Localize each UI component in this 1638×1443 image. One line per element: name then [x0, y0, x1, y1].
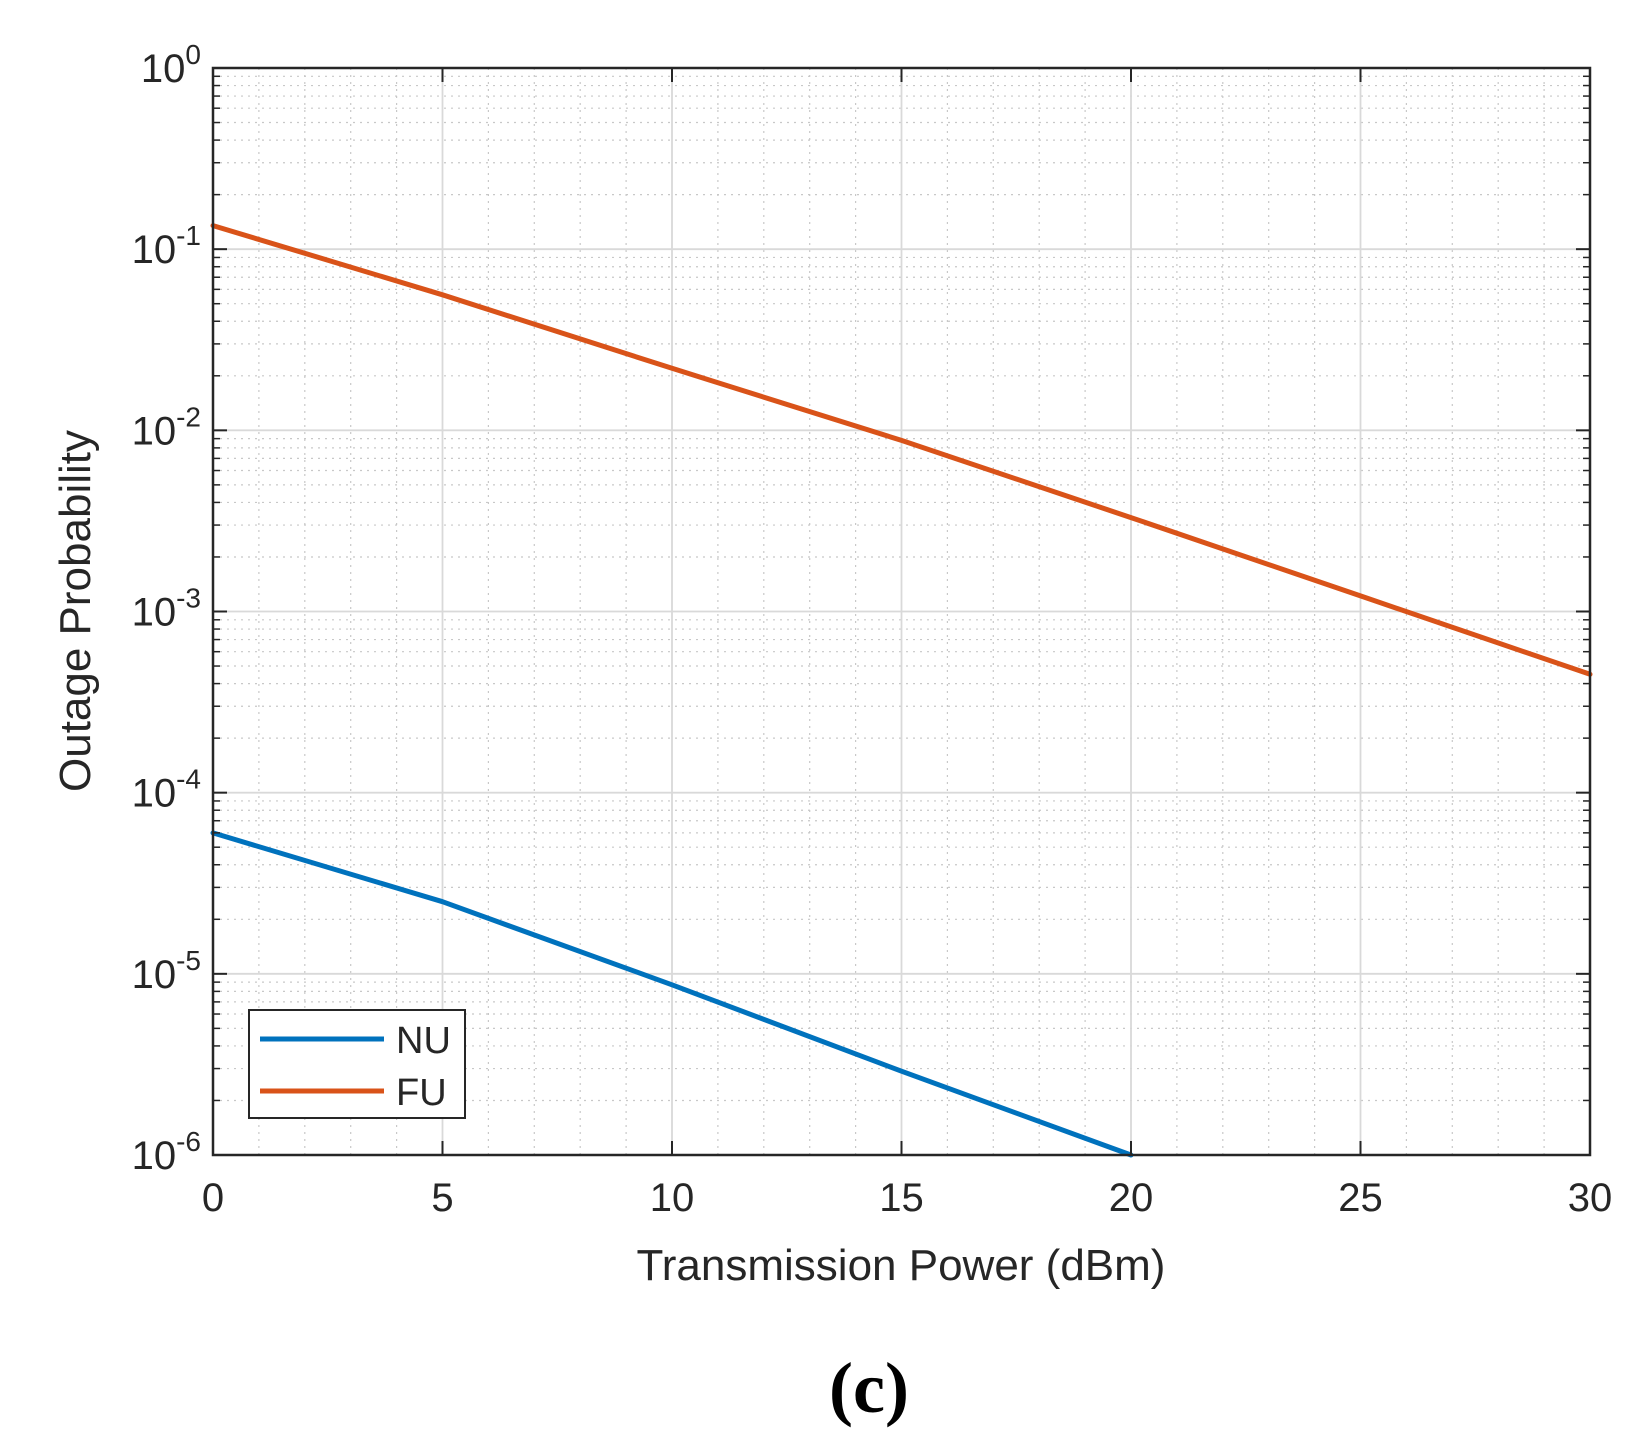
x-tick-label: 5 — [431, 1176, 453, 1220]
x-tick-label: 15 — [879, 1176, 924, 1220]
legend-box — [248, 1009, 466, 1119]
x-tick-label: 20 — [1109, 1176, 1154, 1220]
legend: NU FU — [248, 1009, 466, 1119]
x-tick-labels: 0 5 10 15 20 25 30 — [202, 1176, 1612, 1220]
legend-label-nu: NU — [396, 1020, 451, 1062]
y-tick-label: 100 — [141, 39, 201, 91]
x-axis-title: Transmission Power (dBm) — [637, 1241, 1166, 1290]
y-tick-label: 10-6 — [132, 1126, 201, 1178]
x-tick-label: 10 — [650, 1176, 695, 1220]
series-line-nu — [210, 830, 1134, 1158]
legend-label-fu: FU — [396, 1072, 447, 1114]
y-tick-label: 10-2 — [132, 401, 201, 453]
y-tick-label: 10-3 — [132, 583, 201, 635]
y-tick-labels: 100 10-1 10-2 10-3 10-4 10-5 10-6 — [132, 39, 201, 1178]
y-tick-label: 10-1 — [132, 220, 201, 272]
x-tick-label: 25 — [1338, 1176, 1383, 1220]
series-lines — [210, 223, 1593, 1158]
x-tick-label: 0 — [202, 1176, 224, 1220]
x-tick-label: 30 — [1568, 1176, 1613, 1220]
y-tick-label: 10-5 — [132, 945, 201, 997]
y-tick-label: 10-4 — [132, 764, 201, 816]
figure-caption: (c) — [829, 1348, 909, 1428]
series-line-fu — [210, 223, 1593, 677]
y-axis-title: Outage Probability — [51, 430, 100, 792]
axis-ticks — [212, 67, 1591, 1156]
